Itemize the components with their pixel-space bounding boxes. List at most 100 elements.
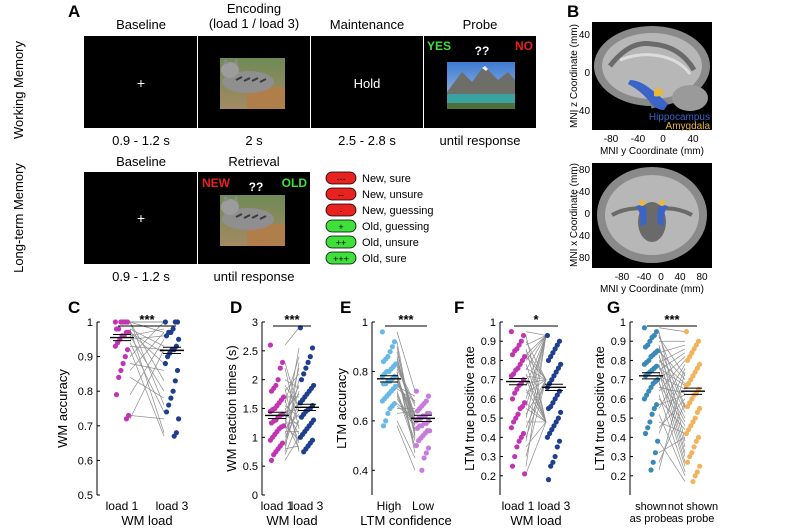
data-point	[425, 393, 432, 399]
data-point	[641, 325, 648, 331]
axial-xticks: -80 -40 0 40 80	[615, 272, 708, 283]
tick-label: 0.5	[243, 461, 258, 473]
x-axis-label: WM load	[266, 513, 317, 528]
landscape-image	[447, 62, 515, 109]
pair-line	[129, 321, 165, 381]
data-point	[113, 326, 120, 332]
data-point	[686, 427, 692, 433]
data-point	[162, 319, 168, 325]
tick-label: 0.7	[611, 375, 626, 387]
wm-baseline-title: Baseline	[116, 17, 166, 32]
chart-f: F 0.2 0.3 0.4 0.5 0.6 0.7 0.8 0.9 1 LTM true posit…	[454, 298, 571, 528]
data-point	[413, 388, 419, 394]
pair-line	[525, 335, 547, 399]
data-point	[556, 438, 563, 444]
data-point	[518, 434, 524, 440]
data-point	[113, 392, 120, 398]
data-point	[267, 408, 273, 414]
chart-d: D 0 0.5 1 1.5 2 2.5 3 WM reaction times (s) *** lo…	[224, 298, 324, 528]
pair-line	[525, 335, 547, 355]
hippocampus-label: Hippocampus	[649, 112, 710, 123]
data-point	[379, 373, 385, 379]
data-point	[512, 390, 518, 396]
data-point	[414, 408, 421, 414]
pair-line	[396, 378, 416, 421]
data-point	[122, 354, 128, 360]
data-point	[551, 373, 557, 379]
pair-line	[658, 360, 686, 392]
pair-line	[658, 437, 686, 454]
tick-label: 40	[674, 272, 686, 283]
wm-baseline-time: 0.9 - 1.2 s	[112, 133, 170, 148]
data-point	[651, 405, 657, 412]
pair-line	[396, 398, 416, 429]
retrieval-question: ??	[249, 180, 264, 194]
data-point	[421, 455, 427, 461]
data-point	[174, 367, 181, 374]
data-point	[684, 403, 691, 410]
ltm-baseline-time: 0.9 - 1.2 s	[112, 269, 170, 284]
legend-symbol: ---	[337, 174, 346, 184]
data-point	[551, 423, 557, 429]
data-point	[692, 415, 698, 421]
pair-line	[129, 415, 165, 420]
pair-line	[658, 356, 686, 413]
data-point	[171, 433, 177, 439]
x-category-label: shown	[635, 501, 667, 513]
tick-label: 1	[490, 317, 496, 329]
probe-question: ??	[475, 44, 490, 58]
significance-stars: ***	[664, 312, 680, 327]
pair-line	[658, 440, 686, 482]
pair-line	[525, 402, 547, 423]
data-point	[297, 434, 303, 440]
sagittal-mri: Hippocampus Amygdala	[592, 22, 712, 132]
data-point	[553, 419, 559, 425]
data-point	[513, 415, 519, 421]
pair-line	[396, 388, 416, 402]
data-point	[693, 438, 699, 444]
data-point	[522, 400, 528, 406]
data-point	[116, 374, 122, 380]
tick-label: 0	[658, 272, 664, 283]
tick-label: 1.5	[243, 404, 258, 416]
tick-label: -40	[576, 106, 591, 117]
data-point	[642, 344, 649, 350]
tick-label: 0.8	[611, 355, 626, 367]
pair-line	[658, 331, 686, 442]
data-point	[165, 354, 171, 360]
data-point	[112, 343, 118, 349]
pair-line	[525, 350, 547, 380]
pair-line	[525, 335, 547, 423]
pair-line	[129, 332, 165, 354]
data-point	[379, 398, 385, 404]
fixation-cross: +	[137, 75, 145, 91]
pair-line	[658, 344, 686, 354]
x-category-label: load 3	[156, 499, 189, 513]
data-point	[545, 477, 552, 483]
data-point	[508, 425, 514, 431]
data-point	[648, 354, 654, 360]
data-point	[684, 357, 691, 364]
pair-line	[284, 327, 300, 346]
pair-line	[129, 377, 165, 399]
wm-probe-time: until response	[440, 133, 521, 148]
pair-line	[525, 379, 547, 394]
data-point	[118, 367, 124, 374]
data-point	[522, 471, 528, 477]
x-category-label: load 3	[291, 499, 324, 513]
x-axis-label: WM load	[121, 513, 172, 528]
pair-line	[658, 371, 686, 463]
pair-line	[396, 381, 416, 414]
legend-swatch	[325, 251, 357, 265]
data-point	[649, 411, 655, 417]
pair-line	[525, 379, 547, 415]
data-point	[510, 419, 517, 425]
legend-symbol: +	[338, 222, 343, 232]
wm-probe-title: Probe	[463, 17, 498, 32]
data-point	[693, 342, 699, 348]
pair-line	[525, 421, 547, 474]
data-point	[298, 414, 305, 420]
pair-line	[525, 408, 547, 423]
legend-swatch	[325, 219, 357, 233]
